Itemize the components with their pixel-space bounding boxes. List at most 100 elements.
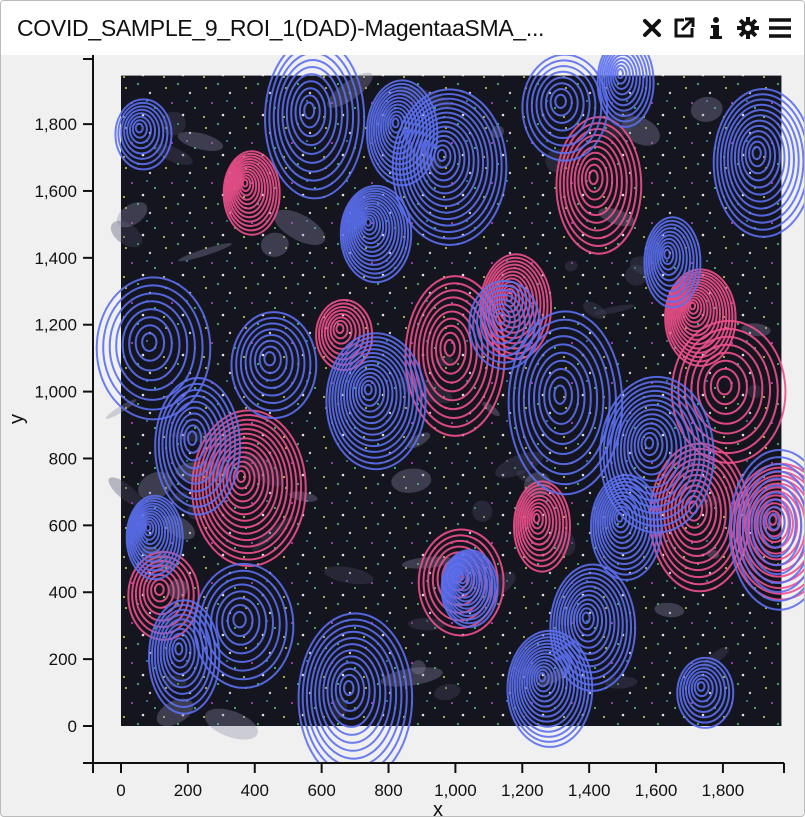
blue-contour <box>451 563 478 599</box>
blue-contour <box>733 456 804 602</box>
blue-contour <box>127 497 181 576</box>
blue-contour <box>712 88 804 238</box>
pink-contour <box>573 145 619 217</box>
blue-contour <box>535 70 591 140</box>
pink-contour <box>716 375 733 396</box>
blue-contour <box>337 348 411 448</box>
blue-contour <box>244 328 300 397</box>
pink-contour <box>222 150 281 236</box>
pink-contour <box>577 151 614 209</box>
blue-contour <box>601 55 648 118</box>
blue-contour <box>640 431 659 457</box>
pink-contour <box>417 296 489 411</box>
blue-contour <box>226 604 254 638</box>
blue-contour <box>159 618 204 689</box>
blue-contour <box>679 660 731 724</box>
blue-contour <box>114 98 173 171</box>
blue-contour <box>171 637 188 663</box>
blue-contour <box>447 558 486 610</box>
info-icon[interactable] <box>704 16 728 40</box>
blue-contour <box>277 58 349 173</box>
blue-contour <box>343 356 402 436</box>
blue-contour <box>472 284 536 364</box>
x-tick-label: 1,000 <box>434 781 477 800</box>
blue-contour <box>535 668 550 688</box>
tissue-streak <box>172 491 188 502</box>
tissue-streak <box>177 131 224 151</box>
y-axis-label: y <box>6 414 28 424</box>
pink-contour <box>153 583 165 597</box>
blue-contour <box>309 630 398 760</box>
pink-contour <box>530 509 544 530</box>
blue-contour <box>748 140 767 168</box>
tissue-streak <box>654 602 685 618</box>
tissue-streak <box>582 301 607 319</box>
blue-contour <box>253 339 288 382</box>
gear-icon[interactable] <box>736 16 760 40</box>
blue-contour <box>426 134 461 182</box>
tissue-streak <box>408 618 446 631</box>
blue-contour <box>523 652 568 713</box>
blue-contour <box>349 197 397 262</box>
blue-contour <box>741 470 804 585</box>
x-tick-label: 200 <box>174 781 202 800</box>
blue-contour <box>538 359 586 435</box>
tissue-streak <box>331 697 347 719</box>
blue-contour <box>476 289 531 358</box>
pink-contour <box>517 487 565 562</box>
blue-contour <box>147 599 221 715</box>
menu-icon[interactable] <box>768 16 792 40</box>
pink-contour <box>532 512 541 524</box>
blue-contour <box>540 76 585 132</box>
blue-contour <box>322 649 382 736</box>
blue-contour <box>128 115 152 144</box>
blue-contour <box>454 567 473 592</box>
pink-contour <box>570 139 623 224</box>
x-tick-label: 1,800 <box>702 781 745 800</box>
tissue-streak <box>495 451 544 478</box>
blue-contour <box>598 55 652 123</box>
pink-contour <box>434 324 467 375</box>
blue-contour <box>346 359 398 430</box>
blue-contour <box>395 93 503 240</box>
blue-contour <box>357 207 385 245</box>
external-link-icon[interactable] <box>672 16 696 40</box>
blue-contour <box>232 610 247 629</box>
blue-contour <box>157 382 237 508</box>
blue-contour <box>139 515 161 546</box>
tissue-streak <box>164 675 187 688</box>
blue-contour <box>647 223 695 298</box>
blue-contour <box>144 523 152 533</box>
blue-contour <box>684 667 722 713</box>
y-tick-label: 1,200 <box>34 316 77 335</box>
pink-contour <box>526 502 551 541</box>
blue-contour <box>759 498 792 549</box>
blue-contour <box>578 607 595 631</box>
blue-contour <box>623 408 683 489</box>
pink-contour <box>753 494 799 555</box>
blue-contour <box>298 94 321 129</box>
close-icon[interactable] <box>640 16 664 40</box>
tissue-streak <box>274 209 326 245</box>
blue-contour <box>538 671 547 683</box>
blue-contour <box>402 102 494 227</box>
blue-contour <box>633 422 669 469</box>
blue-contour <box>516 642 579 728</box>
blue-contour <box>419 125 471 195</box>
blue-contour <box>690 674 714 703</box>
pink-contour <box>222 451 265 509</box>
blue-contour <box>548 376 573 415</box>
blue-contour <box>602 380 711 528</box>
blue-contour <box>126 112 157 150</box>
contour-plot[interactable]: 0 200 400 600 800 1,000 1,200 1,400 1,600 1,800 0 2… <box>1 55 804 816</box>
blue-contour <box>141 332 158 352</box>
blue-contour <box>768 512 780 531</box>
blue-contour <box>719 98 804 224</box>
y-tick-label: 1,000 <box>34 383 77 402</box>
blue-contour <box>453 565 476 596</box>
blue-contour <box>338 673 360 705</box>
pink-contour <box>233 165 264 210</box>
blue-contour <box>161 388 232 501</box>
tissue-streak <box>391 468 432 493</box>
blue-contour <box>290 80 332 147</box>
